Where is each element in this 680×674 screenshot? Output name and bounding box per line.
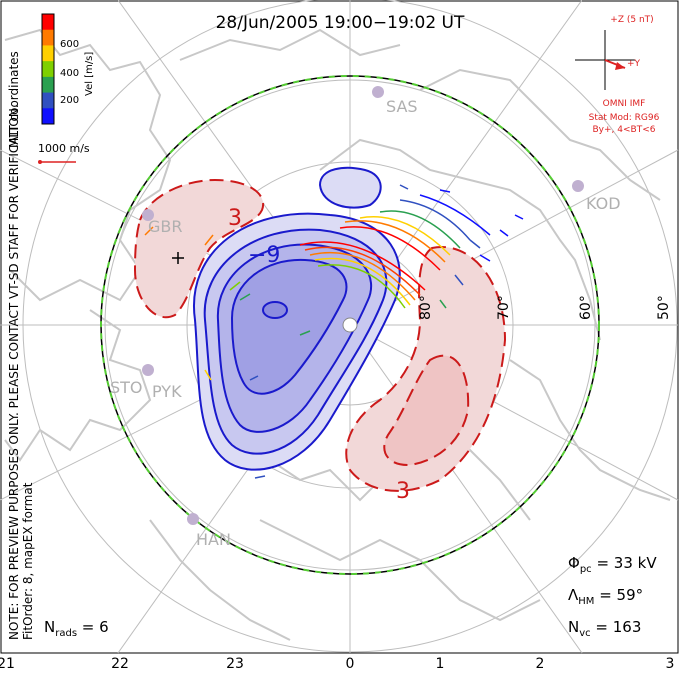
latitude-label: 80°: [418, 295, 434, 320]
velocity-colorbar: [41, 13, 55, 125]
mlt-axis: 21 22 23 0 1 2 3: [0, 656, 674, 672]
map-statistics: Φpc = 33 kV ΛHM = 59° Nvc = 163 Nrads = …: [44, 554, 657, 639]
radar-count: Nrads = 6: [44, 618, 109, 639]
station-label-kod: KOD: [586, 194, 621, 213]
plot-frame: [0, 0, 679, 654]
mlt-tick: 0: [346, 656, 355, 672]
imf-y-label: +Y: [627, 59, 641, 69]
station-labels: SAS KOD GBR STO PYK HAN: [110, 97, 621, 549]
station-label-han: HAN: [196, 530, 231, 549]
positive-potential-cell: [133, 178, 507, 492]
colorbar-label: Vel [m/s]: [84, 52, 95, 96]
imf-clock: +Z (5 nT) +Y OMNI IMF Stat Mod: RG96 By+…: [575, 15, 660, 135]
velocity-vectors: [144, 184, 524, 479]
station-label-gbr: GBR: [148, 217, 183, 236]
colorbar-swatch: [42, 92, 54, 109]
colorbar-swatch: [42, 108, 54, 125]
latitude-label: 70°: [496, 295, 512, 320]
colorbar-swatch: [42, 29, 54, 46]
colorbar-ticks: 600 400 200: [60, 39, 79, 106]
colorbar-swatch: [42, 76, 54, 94]
scale-vector-label: 1000 m/s: [38, 142, 90, 155]
mlt-tick: 23: [226, 656, 244, 672]
latitude-label: 50°: [656, 295, 672, 320]
scale-vector: 1000 m/s: [38, 142, 90, 164]
preview-note: NOTE: FOR PREVIEW PURPOSES ONLY. PLEASE …: [7, 104, 21, 640]
station-label-pyk: PYK: [152, 382, 182, 401]
mlt-tick: 21: [0, 656, 15, 672]
coastlines: [4, 28, 671, 641]
mlt-tick: 2: [536, 656, 545, 672]
colorbar-swatch: [42, 45, 54, 62]
fit-order-note: FitOrder: 8, mapEX format: [21, 482, 35, 640]
hm-latitude: ΛHM = 59°: [568, 586, 643, 607]
colorbar-swatch: [42, 61, 54, 78]
mlt-tick: 3: [666, 656, 675, 672]
station-label-sto: STO: [110, 378, 143, 397]
contour-label-positive: 3: [396, 479, 410, 504]
contour-label-positive: 3: [228, 206, 242, 231]
cross-polar-potential: Φpc = 33 kV: [568, 554, 657, 575]
colorbar-tick: 400: [60, 68, 79, 79]
station-label-sas: SAS: [386, 97, 418, 116]
imf-scale-label: +Z (5 nT): [610, 15, 653, 25]
negative-potential-cell: [192, 166, 401, 471]
mlt-tick: 1: [436, 656, 445, 672]
latitude-label: 60°: [578, 295, 594, 320]
mlt-tick: 22: [111, 656, 129, 672]
station-markers: [142, 86, 584, 525]
hm-boundary: [100, 75, 600, 575]
coordinates-label: MLT coordinates: [7, 51, 21, 148]
vector-count: Nvc = 163: [568, 618, 641, 639]
contour-label-negative: −9: [248, 243, 280, 268]
magnetic-pole-marker: [342, 317, 358, 333]
imf-source: OMNI IMF: [603, 99, 646, 109]
colorbar-tick: 600: [60, 39, 79, 50]
potential-minimum-marker: [172, 252, 184, 264]
imf-model: Stat Mod: RG96: [589, 113, 660, 123]
colorbar-tick: 200: [60, 95, 79, 106]
latitude-labels: 80° 70° 60° 50°: [418, 295, 672, 320]
figure-title: 28/Jun/2005 19:00−19:02 UT: [216, 13, 465, 33]
imf-condition: By+, 4<BT<6: [593, 125, 656, 135]
colorbar-swatch: [42, 14, 54, 31]
colorbar-frame: [41, 13, 55, 125]
